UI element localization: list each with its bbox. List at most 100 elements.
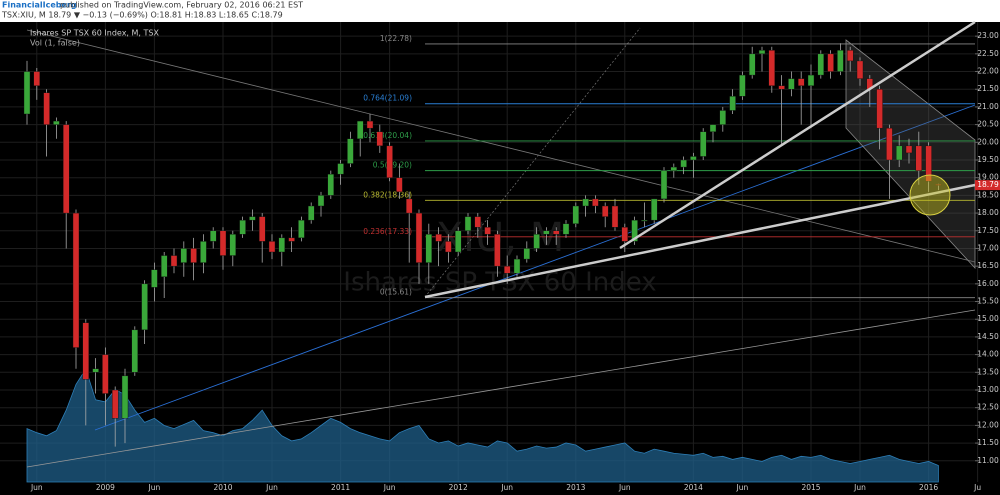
- candle-body: [386, 145, 393, 178]
- volume-area: [26, 368, 939, 483]
- y-tick-label: 16.00: [977, 279, 999, 288]
- candle-body: [92, 368, 99, 373]
- candle-body: [886, 127, 893, 161]
- candle-body: [572, 205, 579, 224]
- candle-body: [298, 219, 305, 239]
- fib-label: 0(15.61): [380, 288, 412, 297]
- candle-body: [474, 216, 481, 228]
- candle-body: [366, 120, 374, 129]
- candle-body: [190, 248, 197, 263]
- candle-body: [33, 71, 40, 86]
- candle-body: [415, 212, 423, 263]
- candle-body: [63, 124, 70, 214]
- x-tick-label: 2012: [449, 483, 468, 492]
- candle-body: [278, 237, 285, 253]
- y-tick-label: 21.50: [977, 84, 999, 93]
- candle-body: [798, 78, 805, 86]
- candle-body: [494, 234, 501, 267]
- x-tick-label: Jun: [265, 483, 278, 492]
- y-tick-label: 15.50: [977, 297, 999, 306]
- candle-body: [562, 223, 570, 235]
- y-tick-label: 17.50: [977, 226, 999, 235]
- candle-body: [915, 145, 922, 171]
- candle-body: [651, 198, 658, 221]
- candle-body: [160, 255, 168, 277]
- candle-body: [504, 265, 511, 274]
- trend-line: [26, 29, 976, 263]
- candle-body: [111, 389, 119, 419]
- price-axis: [975, 22, 1000, 495]
- candle-body: [670, 166, 677, 171]
- candle-body: [464, 216, 472, 231]
- candle-body: [82, 322, 90, 380]
- fib-label: 0.236(17.33): [363, 227, 412, 236]
- candle-body: [553, 230, 560, 235]
- x-tick-label: Jun: [383, 483, 396, 492]
- candle-body: [690, 156, 697, 161]
- candle-body: [200, 241, 207, 263]
- trend-line: [424, 183, 976, 299]
- candle-body: [837, 50, 844, 72]
- x-tick-label: 2016: [919, 483, 938, 492]
- candle-body: [807, 74, 815, 86]
- candle-body: [817, 53, 824, 76]
- x-tick-label: 2015: [801, 483, 820, 492]
- fib-label: 0.382(18.36): [363, 190, 412, 199]
- x-tick-label: Jun: [736, 483, 749, 492]
- legend-title: Ishares SP TSX 60 Index, M, TSX: [30, 29, 159, 38]
- y-tick-label: 18.00: [977, 208, 999, 217]
- candle-body: [23, 71, 31, 115]
- candle-body: [484, 227, 491, 235]
- candle-body: [406, 198, 413, 214]
- y-tick-label: 15.00: [977, 314, 999, 323]
- candle-body: [611, 205, 619, 228]
- candle-body: [357, 120, 364, 139]
- candle-body: [680, 159, 687, 168]
- legend-volume: Vol (1, false): [30, 39, 80, 48]
- y-tick-label: 20.50: [977, 120, 999, 129]
- candle-body: [925, 145, 932, 182]
- candle-body: [758, 50, 766, 55]
- last-price-label: 18.79: [977, 180, 999, 189]
- x-tick-label: 2011: [331, 483, 350, 492]
- candle-body: [43, 92, 50, 125]
- candle-body: [641, 219, 648, 222]
- candle-body: [435, 234, 442, 242]
- y-tick-label: 22.00: [977, 67, 999, 76]
- x-tick-label: Jun: [618, 483, 631, 492]
- candle-body: [700, 131, 707, 157]
- trend-line: [619, 20, 976, 250]
- candle-body: [53, 120, 60, 125]
- last-price-box: [975, 180, 1000, 191]
- trend-line: [26, 309, 976, 468]
- y-tick-label: 14.00: [977, 350, 999, 359]
- y-tick-label: 13.00: [977, 385, 999, 394]
- candle-body: [847, 50, 854, 62]
- candle-body: [935, 184, 942, 186]
- symbol-line: TSX:XIU, M 18.79 ▼ −0.13 (−0.69%) O:18.8…: [1, 11, 283, 20]
- candle-body: [121, 375, 129, 419]
- x-tick-label: Jun: [500, 483, 513, 492]
- y-tick-label: 21.00: [977, 102, 999, 111]
- y-tick-label: 19.00: [977, 173, 999, 182]
- candle-body: [513, 258, 521, 274]
- candle-body: [876, 89, 883, 129]
- fib-label: 0.618(20.04): [363, 131, 412, 140]
- highlight-circle: [909, 174, 951, 216]
- candle-body: [249, 216, 256, 221]
- candle-body: [396, 177, 403, 193]
- author[interactable]: FinancialIceberg: [2, 1, 77, 10]
- candle-body: [592, 198, 599, 207]
- candle-body: [72, 212, 80, 348]
- y-tick-label: 19.50: [977, 155, 999, 164]
- candle-body: [621, 227, 628, 242]
- y-tick-label: 17.00: [977, 243, 999, 252]
- candle-body: [827, 53, 834, 72]
- candle-body: [219, 230, 227, 256]
- time-axis: [0, 482, 975, 495]
- y-tick-label: 23.00: [977, 31, 999, 40]
- y-tick-label: 16.50: [977, 261, 999, 270]
- published: published on TradingView.com, February 0…: [60, 1, 303, 10]
- candle-body: [347, 138, 354, 164]
- x-tick-label: 2013: [566, 483, 585, 492]
